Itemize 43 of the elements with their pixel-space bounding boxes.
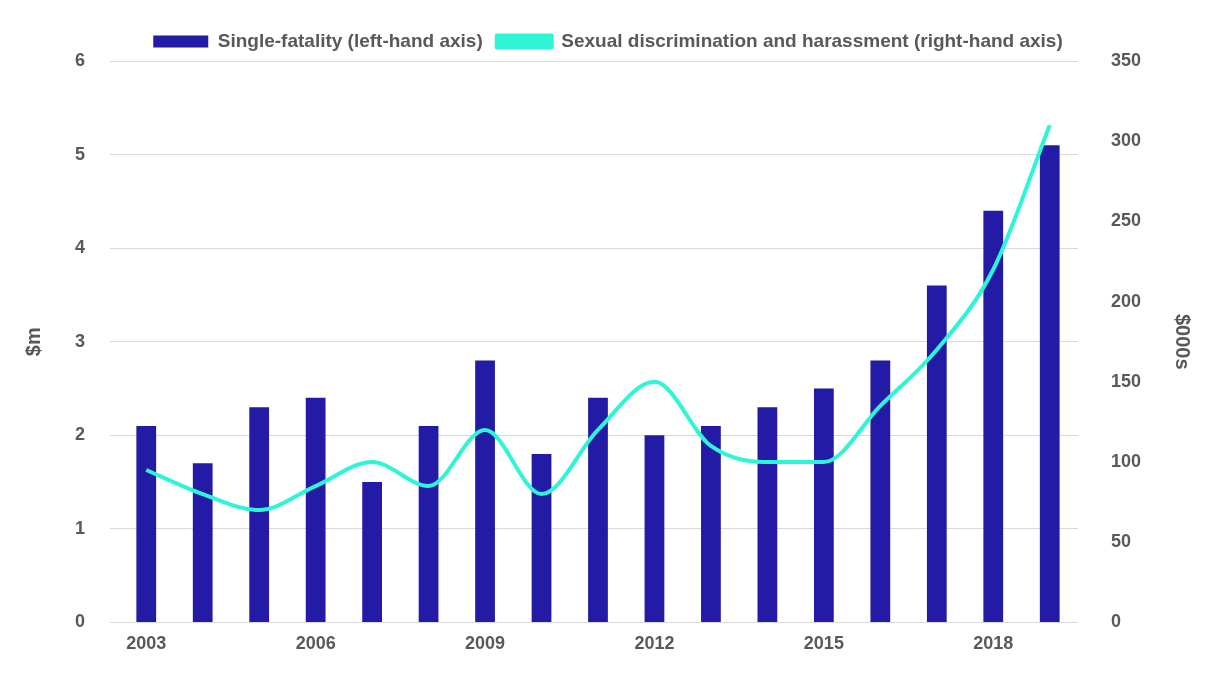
- bar: [192, 463, 213, 622]
- bar: [136, 425, 157, 622]
- x-tick-label: 2018: [973, 633, 1014, 654]
- y2-tick-label: 200: [1110, 290, 1142, 311]
- y2-tick-label: 250: [1110, 210, 1142, 231]
- x-tick-label: 2006: [295, 633, 336, 654]
- bar: [757, 407, 778, 622]
- y2-tick-label: 100: [1110, 450, 1142, 471]
- y-tick-label: 6: [75, 49, 86, 70]
- bar: [362, 482, 382, 622]
- y-tick-label: 3: [75, 330, 86, 351]
- y2-tick-label: 50: [1110, 531, 1131, 552]
- legend-label: Sexual discrimination and harassment (right-hand axis): [561, 29, 1063, 51]
- x-tick-label: 2015: [803, 633, 844, 654]
- legend-label: Single-fatality (left-hand axis): [217, 29, 483, 51]
- bar: [305, 397, 326, 622]
- y2-tick-label: 150: [1110, 370, 1142, 391]
- bar: [701, 425, 721, 622]
- y2-axis-title: $000s: [1172, 313, 1195, 370]
- y2-tick-label: 0: [1110, 611, 1121, 632]
- y-axis-title: $m: [21, 327, 44, 357]
- y2-tick-label: 350: [1110, 49, 1142, 70]
- bar: [870, 360, 891, 622]
- bar: [1039, 145, 1060, 622]
- y-tick-label: 5: [75, 143, 86, 164]
- y-tick-label: 0: [75, 611, 86, 632]
- bar: [983, 210, 1004, 622]
- x-tick-label: 2012: [634, 633, 675, 654]
- line-series: [144, 123, 1052, 513]
- y-tick-label: 4: [75, 237, 86, 258]
- x-tick-label: 2009: [465, 633, 506, 654]
- bar: [475, 360, 495, 622]
- y2-tick-label: 300: [1110, 130, 1142, 151]
- bar: [588, 397, 608, 622]
- bar: [531, 453, 552, 622]
- y-tick-label: 2: [75, 424, 86, 445]
- bar: [644, 435, 665, 622]
- x-tick-label: 2003: [126, 633, 167, 654]
- bar: [926, 285, 947, 622]
- bar: [249, 407, 270, 622]
- bar: [418, 425, 439, 622]
- bar: [813, 388, 834, 622]
- y-tick-label: 1: [75, 517, 86, 538]
